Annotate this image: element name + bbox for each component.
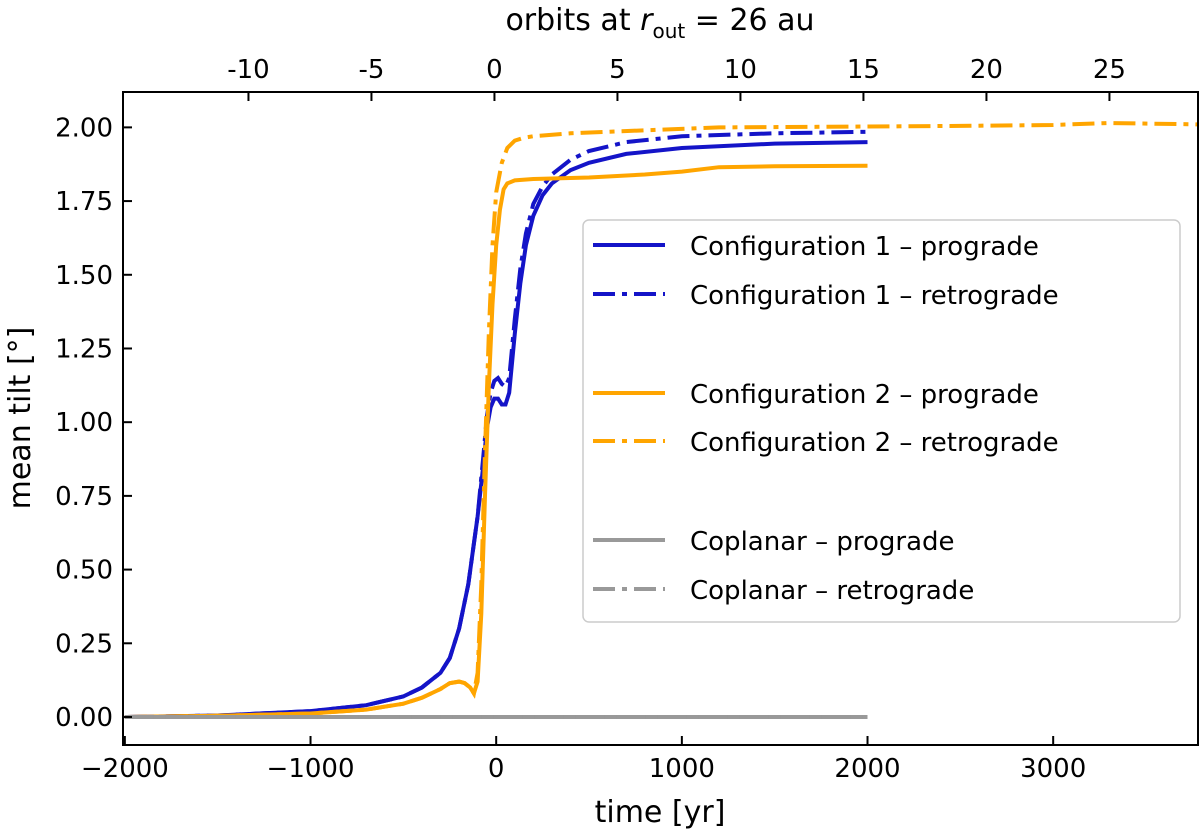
x-tick-label: 0 [488, 754, 505, 784]
x-tick-label: −2000 [81, 754, 169, 784]
series-line [124, 120, 1199, 719]
y-tick-label: 1.75 [55, 187, 113, 217]
top-tick-label: 20 [970, 55, 1003, 85]
top-axis-label-part: = 26 au [685, 3, 814, 38]
y-tick-label: 0.50 [55, 556, 113, 586]
x-tick-label: 3000 [1020, 754, 1086, 784]
series-line [124, 129, 868, 719]
top-tick-label: 10 [724, 55, 757, 85]
legend-label: Configuration 1 – prograde [690, 232, 1039, 262]
legend-label: Configuration 2 – prograde [690, 380, 1039, 410]
top-tick-label: 15 [847, 55, 880, 85]
legend-box [582, 219, 1181, 623]
y-tick-label: 0.25 [55, 629, 113, 659]
top-axis-label-part: out [652, 19, 685, 43]
legend-label: Configuration 2 – retrograde [690, 428, 1059, 458]
top-axis-label: orbits at rout = 26 au [505, 3, 814, 43]
y-tick-label: 0.75 [55, 482, 113, 512]
top-tick-label: 5 [609, 55, 626, 85]
top-tick-label: 0 [486, 55, 503, 85]
legend-label: Configuration 1 – retrograde [690, 281, 1059, 311]
legend-label: Coplanar – retrograde [690, 576, 974, 606]
top-axis-label-part: orbits at [505, 3, 640, 38]
y-axis-label: mean tilt [°] [3, 327, 38, 510]
top-tick-label: -5 [358, 55, 384, 85]
y-tick-label: 1.50 [55, 261, 113, 291]
y-tick-label: 1.00 [55, 408, 113, 438]
plot-frame [122, 91, 1199, 746]
y-tick-label: 1.25 [55, 334, 113, 364]
x-axis-label: time [yr] [595, 795, 726, 830]
x-tick-label: 1000 [649, 754, 715, 784]
y-tick-label: 0.00 [55, 703, 113, 733]
y-tick-label: 2.00 [55, 113, 113, 143]
legend-label: Coplanar – prograde [690, 527, 955, 557]
x-tick-label: −1000 [267, 754, 355, 784]
top-tick-label: 25 [1093, 55, 1126, 85]
x-tick-label: 2000 [834, 754, 900, 784]
top-axis-label-part: r [640, 3, 654, 38]
top-tick-label: -10 [227, 55, 269, 85]
